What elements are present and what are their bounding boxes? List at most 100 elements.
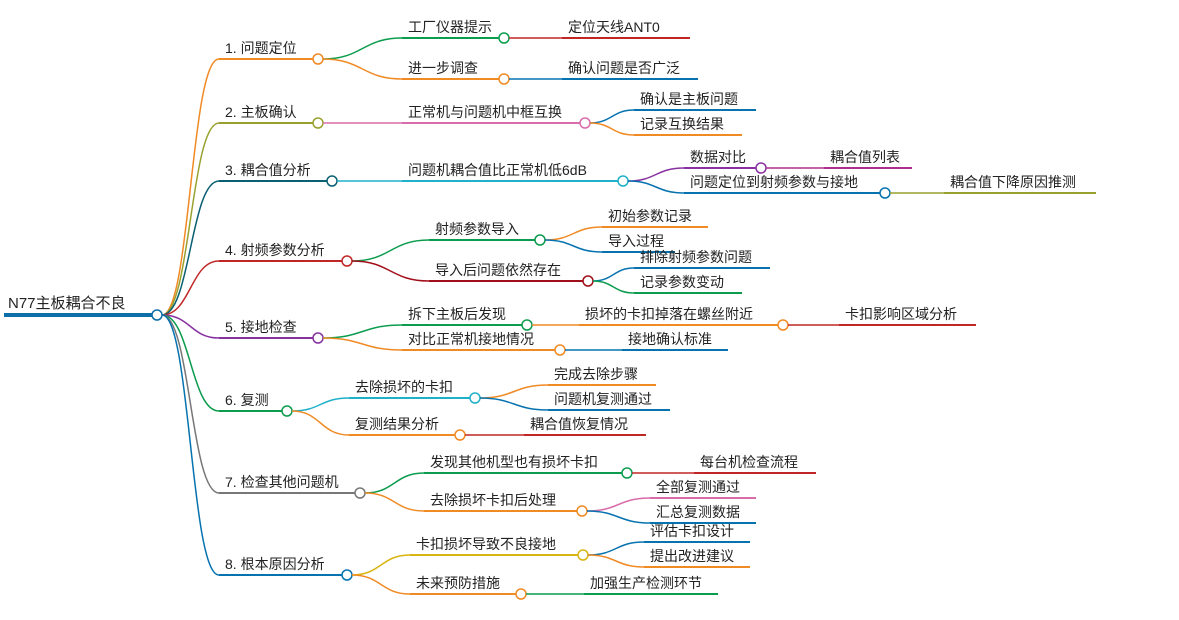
node-d3-1-label: 问题定位到射频参数与接地 <box>690 174 858 190</box>
connector <box>590 110 634 123</box>
connector <box>628 181 684 193</box>
node-d2-0-label: 拆下主板后发现 <box>408 306 506 322</box>
branch-1-label: 1. 问题定位 <box>225 40 297 56</box>
node-d3-0-joint <box>778 320 788 330</box>
connector <box>162 315 219 493</box>
node-d3-1-label: 记录互换结果 <box>640 116 724 132</box>
branch-3-label: 3. 耦合值分析 <box>225 162 311 178</box>
node-d2-0-joint <box>499 33 509 43</box>
node-d2-0-label: 正常机与问题机中框互换 <box>408 104 562 120</box>
branch-8-joint <box>342 570 352 580</box>
connector <box>352 555 410 575</box>
node-d3-0-label: 评估卡扣设计 <box>650 523 734 539</box>
connector <box>323 38 402 59</box>
connector <box>480 398 548 410</box>
branch-2-joint <box>313 118 323 128</box>
mindmap-canvas: N77主板耦合不良 1. 问题定位 工厂仪器提示 定位天线ANT0 进一步调查 确认问题是… <box>0 0 1179 620</box>
node-d3-0-label: 加强生产检测环节 <box>590 575 702 591</box>
branch-3-joint <box>327 176 337 186</box>
node-d3-0-label: 损坏的卡扣掉落在螺丝附近 <box>585 306 753 322</box>
connector <box>323 325 402 338</box>
node-d2-0-joint <box>622 468 632 478</box>
node-d2-0-label: 问题机耦合值比正常机低6dB <box>408 162 587 178</box>
connector <box>588 555 644 567</box>
node-d3-0-label: 接地确认标准 <box>628 331 712 347</box>
node-d3-0-label: 确认问题是否广泛 <box>568 60 680 76</box>
node-d2-0-label: 去除损坏的卡扣 <box>355 379 453 395</box>
branch-5-label: 5. 接地检查 <box>225 319 297 335</box>
connector <box>162 59 219 315</box>
node-d3-0-label: 每台机检查流程 <box>700 454 798 470</box>
branch-4-label: 4. 射频参数分析 <box>225 242 325 258</box>
node-d2-0-joint <box>522 320 532 330</box>
connector <box>545 227 602 240</box>
branch-6-label: 6. 复测 <box>225 392 269 408</box>
branch-6-joint <box>282 406 292 416</box>
node-d2-1-label: 进一步调查 <box>408 60 478 76</box>
node-d2-1-joint <box>577 506 587 516</box>
node-d3-0-joint <box>756 163 766 173</box>
connector <box>162 315 219 575</box>
node-d3-0-label: 数据对比 <box>690 149 746 165</box>
connector <box>323 338 402 350</box>
node-d2-0-label: 工厂仪器提示 <box>408 19 492 35</box>
connector <box>292 398 349 411</box>
node-d3-1-joint <box>880 188 890 198</box>
root-joint <box>152 310 162 320</box>
node-d4-0-label: 耦合值下降原因推测 <box>950 174 1076 190</box>
branch-4-joint <box>342 256 352 266</box>
node-d4-0-label: 卡扣影响区域分析 <box>845 306 957 322</box>
node-d3-0-label: 耦合值恢复情况 <box>530 416 628 432</box>
node-d2-1-joint <box>516 589 526 599</box>
connector <box>545 240 602 252</box>
connector <box>590 123 634 135</box>
node-d2-1-label: 去除损坏卡扣后处理 <box>430 492 556 508</box>
node-d2-1-label: 复测结果分析 <box>355 416 439 432</box>
node-d3-0-label: 全部复测通过 <box>656 479 740 495</box>
connector <box>352 575 410 594</box>
connector <box>628 168 684 181</box>
node-d3-1-label: 问题机复测通过 <box>554 391 652 407</box>
node-d3-0-label: 完成去除步骤 <box>554 366 638 382</box>
node-d3-1-label: 导入过程 <box>608 233 664 249</box>
node-d2-0-joint <box>535 235 545 245</box>
node-d4-0-label: 耦合值列表 <box>830 149 900 165</box>
node-d3-1-label: 提出改进建议 <box>650 548 734 564</box>
node-d2-0-label: 射频参数导入 <box>435 221 519 237</box>
branch-2-label: 2. 主板确认 <box>225 104 297 120</box>
node-d2-1-label: 未来预防措施 <box>416 575 500 591</box>
connector <box>593 281 634 293</box>
branch-8-label: 8. 根本原因分析 <box>225 556 325 572</box>
branch-5-joint <box>313 333 323 343</box>
connector <box>365 473 424 493</box>
node-d2-1-joint <box>499 74 509 84</box>
node-d2-0-joint <box>578 550 588 560</box>
connector <box>588 542 644 555</box>
connector <box>352 261 429 281</box>
node-d3-0-label: 确认是主板问题 <box>640 91 738 107</box>
node-d2-1-label: 对比正常机接地情况 <box>408 331 534 347</box>
node-d3-1-label: 汇总复测数据 <box>656 504 740 520</box>
node-d2-1-label: 导入后问题依然存在 <box>435 262 561 278</box>
branch-1-joint <box>313 54 323 64</box>
node-d3-0-label: 初始参数记录 <box>608 208 692 224</box>
connector <box>162 181 219 315</box>
connector <box>162 315 219 411</box>
branch-7-joint <box>355 488 365 498</box>
connector <box>593 268 634 281</box>
node-d3-1-label: 记录参数变动 <box>640 274 724 290</box>
node-d2-1-joint <box>583 276 593 286</box>
node-d2-1-joint <box>555 345 565 355</box>
connector <box>292 411 349 435</box>
node-d2-0-joint <box>470 393 480 403</box>
node-d2-0-label: 卡扣损坏导致不良接地 <box>416 536 556 552</box>
connector <box>587 498 650 511</box>
node-d2-0-joint <box>618 176 628 186</box>
node-d3-0-label: 定位天线ANT0 <box>568 19 660 35</box>
connector <box>480 385 548 398</box>
node-d2-1-joint <box>455 430 465 440</box>
root-label: N77主板耦合不良 <box>8 294 126 312</box>
connector <box>323 59 402 79</box>
connector <box>365 493 424 511</box>
node-d2-0-joint <box>580 118 590 128</box>
